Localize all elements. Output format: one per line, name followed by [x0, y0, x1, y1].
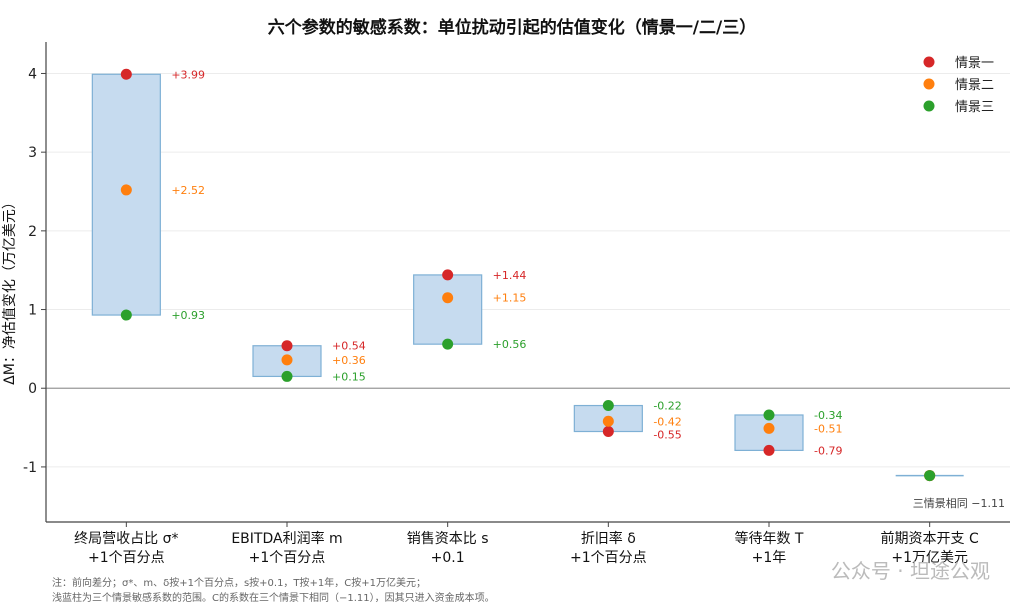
x-category-label: 终局营收占比 σ*: [74, 531, 178, 547]
legend-marker: [923, 56, 935, 68]
legend-label: 情景二: [955, 78, 994, 93]
legend-marker: [923, 100, 935, 112]
range-bar: [413, 274, 483, 345]
data-label: +1.44: [493, 269, 527, 282]
axes: [41, 42, 1010, 527]
x-category-label: 销售资本比 s: [407, 531, 489, 547]
y-tick-label: -1: [23, 460, 37, 476]
x-category-sublabel: +1万亿美元: [891, 550, 968, 566]
data-point: [763, 422, 775, 434]
y-tick-label: 3: [28, 145, 37, 161]
legend-label: 情景三: [955, 100, 994, 115]
x-category-label: 前期资本开支 C: [881, 530, 979, 547]
data-point: [281, 340, 293, 352]
legend-marker: [923, 78, 935, 90]
data-label: -0.42: [653, 415, 681, 428]
data-label: -0.22: [653, 400, 681, 413]
data-point: [602, 400, 614, 412]
data-point: [442, 338, 454, 350]
grid-lines: [46, 72, 1010, 468]
data-point: [442, 269, 454, 281]
data-label: +1.15: [493, 292, 527, 305]
y-tick-label: 2: [28, 224, 37, 240]
data-label: +0.15: [332, 370, 366, 383]
data-point: [120, 184, 132, 196]
data-point: [602, 426, 614, 438]
data-point: [763, 444, 775, 456]
data-points: +3.99 +2.52 +0.93 +0.54+0.36 +0.15 +1.44 +1.15…: [120, 68, 936, 482]
data-label: +3.99: [171, 68, 205, 81]
chart-title: 六个参数的敏感系数：单位扰动引起的估值变化（情景一/二/三）: [268, 17, 756, 38]
y-tick-label: 0: [28, 381, 37, 397]
y-tick-label: 1: [28, 303, 37, 319]
y-tick-label: 4: [28, 66, 37, 82]
data-point: [924, 470, 936, 482]
data-label: +0.56: [493, 338, 527, 351]
y-axis-label: ΔM：净估值变化（万亿美元）: [2, 195, 18, 385]
data-point: [763, 409, 775, 421]
x-category-label: EBITDA利润率 m: [231, 530, 342, 547]
legend-label: 情景一: [955, 56, 994, 71]
watermark: 公众号 · 坦途公观: [831, 559, 990, 583]
x-category-sublabel: +1年: [752, 550, 787, 566]
data-label: -0.79: [814, 444, 842, 457]
data-label: +0.36: [332, 354, 366, 367]
footnote-line-2: 浅蓝柱为三个情景敏感系数的范围。C的系数在三个情景下相同（−1.11），因其只进…: [52, 591, 495, 604]
data-point: [120, 309, 132, 321]
data-label: -0.51: [814, 422, 842, 435]
x-category-sublabel: +1个百分点: [249, 550, 326, 566]
data-label: -0.34: [814, 409, 842, 422]
x-category-label: 等待年数 T: [734, 530, 803, 547]
data-label: +2.52: [171, 184, 205, 197]
x-category-labels: 终局营收占比 σ* +1个百分点 EBITDA利润率 m +1个百分点 销售资本比 s +…: [74, 530, 979, 566]
data-point: [602, 415, 614, 427]
x-category-sublabel: +1个百分点: [88, 550, 165, 566]
x-category-label: 折旧率 δ: [581, 530, 636, 547]
data-label: -0.55: [653, 428, 681, 441]
data-label: +0.54: [332, 340, 366, 353]
x-category-sublabel: +0.1: [431, 550, 465, 566]
annotation-same-value: 三情景相同 −1.11: [913, 497, 1005, 510]
y-tick-labels: -1 0 1 2 3 4: [23, 66, 37, 475]
data-point: [120, 68, 132, 80]
data-label: +0.93: [171, 309, 205, 322]
data-point: [281, 370, 293, 382]
footnote-line-1: 注：前向差分；σ*、m、δ按+1个百分点，s按+0.1，T按+1年，C按+1万亿…: [52, 576, 426, 589]
data-point: [442, 292, 454, 304]
x-category-sublabel: +1个百分点: [570, 550, 647, 566]
data-point: [281, 354, 293, 366]
